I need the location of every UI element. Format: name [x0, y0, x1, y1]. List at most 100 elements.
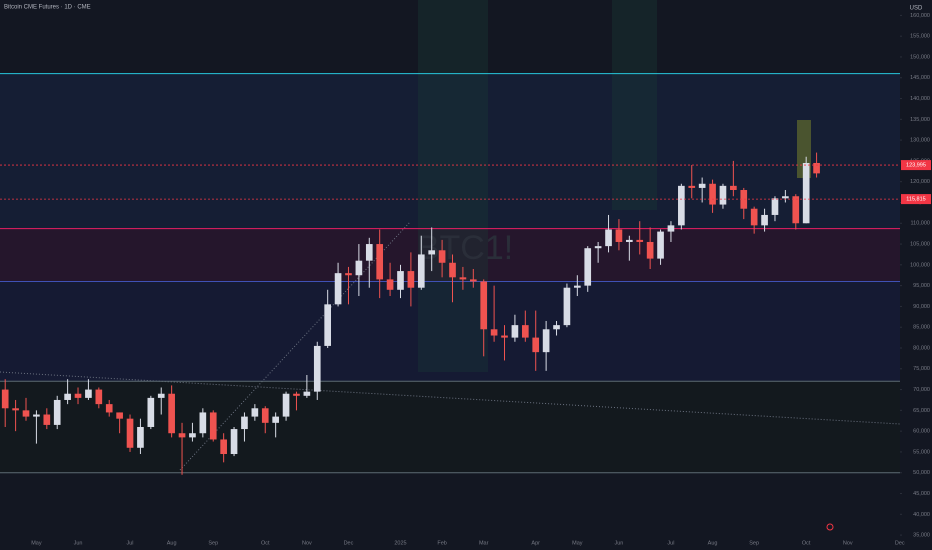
candle-body	[22, 410, 30, 417]
y-tick-label: 35,000	[913, 533, 930, 539]
x-tick-label: Apr	[531, 540, 540, 546]
candle-body	[771, 198, 779, 215]
x-tick-label: Oct	[261, 540, 270, 546]
zone	[0, 281, 900, 381]
price-tag	[901, 160, 931, 171]
candle-body	[168, 393, 175, 434]
y-tick-label: 105,000	[910, 242, 930, 248]
candle-body	[261, 408, 269, 423]
candle-body	[397, 271, 404, 290]
y-tick-label: 45,000	[913, 491, 930, 497]
x-tick-label: Sep	[749, 540, 759, 546]
candle-body	[105, 404, 113, 413]
y-tick-label: 65,000	[913, 408, 930, 414]
y-tick-label: 80,000	[913, 345, 930, 351]
candle-body	[542, 329, 550, 353]
candle-body	[657, 231, 664, 259]
candle-body	[365, 244, 373, 261]
candle-body	[241, 416, 248, 430]
candle-body	[469, 279, 477, 282]
y-tick-label: 135,000	[910, 117, 930, 123]
candle-body	[698, 183, 706, 188]
candle-body	[615, 229, 623, 242]
candle-body	[355, 260, 363, 276]
candle-body	[334, 273, 342, 305]
y-tick-label: 85,000	[913, 325, 930, 331]
candle-body	[85, 389, 92, 398]
candle-body	[230, 429, 238, 455]
y-tick-label: 130,000	[910, 138, 930, 144]
candle-body	[813, 162, 820, 174]
candle-body	[782, 196, 789, 199]
price-tag	[901, 194, 931, 205]
candle-body	[678, 185, 685, 226]
candle-body	[282, 393, 290, 417]
candle-body	[490, 329, 498, 336]
candle-body	[157, 393, 165, 398]
y-tick-label: 50,000	[913, 470, 930, 476]
candle-body	[324, 304, 332, 346]
zone	[612, 0, 657, 210]
candle-body	[553, 325, 560, 330]
x-tick-label: Dec	[344, 540, 354, 546]
candle-body	[272, 416, 279, 423]
candle-body	[95, 389, 103, 405]
x-tick-label: Aug	[167, 540, 177, 546]
candle-body	[1, 389, 9, 409]
candle-body	[417, 254, 425, 288]
y-tick-label: 55,000	[913, 449, 930, 455]
candle-body	[563, 287, 571, 326]
candle-body	[667, 225, 675, 232]
x-tick-label: Jun	[614, 540, 623, 546]
x-tick-label: Nov	[302, 540, 312, 546]
candle-body	[646, 241, 654, 259]
candle-body	[532, 337, 540, 353]
candle-body	[730, 185, 737, 191]
y-tick-label: 155,000	[910, 34, 930, 40]
event-icon[interactable]	[826, 523, 834, 531]
candle-body	[511, 325, 519, 338]
x-tick-label: Mar	[479, 540, 489, 546]
candle-body	[33, 414, 40, 417]
candle-body	[636, 239, 644, 242]
candle-body	[137, 426, 144, 448]
candle-body	[709, 183, 716, 205]
candle-body	[407, 271, 415, 288]
candle-body	[53, 399, 61, 425]
y-tick-label: 40,000	[913, 512, 930, 518]
price-label: 115,815	[906, 197, 925, 203]
candle-body	[220, 439, 227, 455]
x-tick-label: May	[572, 540, 583, 546]
candle-body	[792, 196, 800, 224]
y-tick-label: 60,000	[913, 429, 930, 435]
candle-body	[719, 185, 727, 205]
candle-body	[740, 190, 748, 209]
y-tick-label: 95,000	[913, 283, 930, 289]
candle-body	[459, 277, 467, 280]
candle-body	[605, 229, 612, 247]
x-tick-label: Jul	[127, 540, 134, 546]
x-tick-label: Jul	[667, 540, 674, 546]
x-tick-label: Aug	[708, 540, 718, 546]
candle-body	[251, 408, 259, 417]
candle-body	[189, 433, 196, 438]
candle-body	[12, 408, 19, 411]
candle-body	[802, 162, 810, 224]
candle-body	[293, 393, 300, 396]
x-tick-label: Dec	[895, 540, 905, 546]
x-tick-label: Feb	[437, 540, 446, 546]
x-tick-label: Jun	[74, 540, 83, 546]
y-tick-label: 160,000	[910, 13, 930, 19]
y-tick-label: 120,000	[910, 179, 930, 185]
y-tick-label: 140,000	[910, 96, 930, 102]
y-tick-label: 100,000	[910, 262, 930, 268]
candle-body	[449, 262, 456, 278]
watermark: BTC1!	[417, 229, 513, 267]
y-tick-label: 90,000	[913, 304, 930, 310]
currency-label: USD	[910, 6, 923, 12]
candle-body	[209, 412, 217, 440]
candle-body	[147, 397, 155, 427]
price-label: 123,995	[906, 163, 926, 169]
candle-body	[43, 414, 51, 425]
